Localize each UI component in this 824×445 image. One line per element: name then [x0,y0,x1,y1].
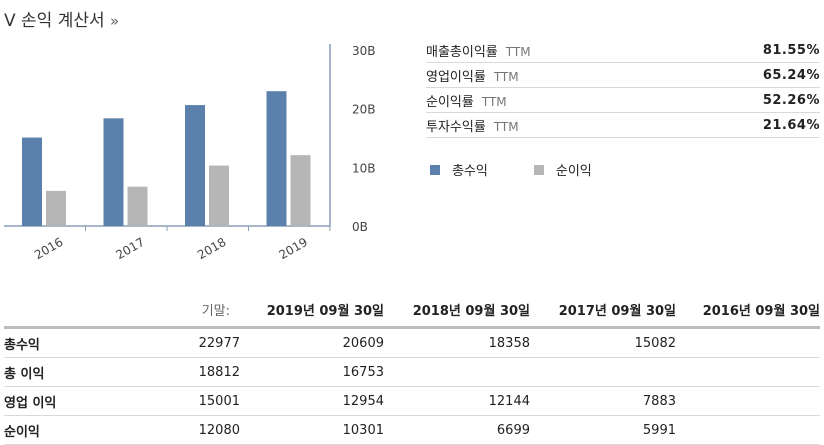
x-tick-label: 2018 [195,235,228,262]
ratio-value: 81.55% [762,42,820,58]
income-table: 기말: 2019년 09월 30일 2018년 09월 30일 2017년 09… [4,298,820,445]
column-header: 2018년 09월 30일 [384,298,530,329]
y-tick-label: 20B [352,103,376,117]
y-tick-label: 10B [352,161,376,175]
bar-revenue [103,118,124,226]
ratio-value: 65.24% [762,67,820,83]
table-cell-empty [676,357,820,387]
table-cell: 18358 [384,327,530,358]
table-cell: 6699 [384,415,530,445]
table-cell: 10301 [240,415,384,445]
column-header: 2019년 09월 30일 [240,298,384,329]
table-row: 총수익 22977 20609 18358 15082 [4,327,820,358]
bar-revenue [185,105,205,226]
x-tick-label: 2016 [32,235,65,262]
column-header: 2016년 09월 30일 [676,298,820,329]
table-cell: 22977 [100,327,240,358]
table-cell-empty [676,386,820,416]
ratio-ttm: TTM [505,44,531,59]
row-label: 순이익 [4,415,100,445]
ratio-row-roi: 투자수익률 TTM 21.64% [426,113,820,138]
table-cell: 12144 [384,386,530,416]
row-label: 총수익 [4,327,100,358]
row-label: 총 이익 [4,357,100,387]
x-tick-label: 2017 [114,235,147,262]
legend-item-net-income: 순이익 [533,160,592,179]
table-row: 영업 이익 15001 12954 12144 7883 [4,386,820,416]
table-cell: 12080 [100,415,240,445]
table-cell: 15001 [100,386,240,416]
ratio-ttm: TTM [493,119,519,134]
legend-swatch-net-income [533,164,544,175]
ratio-row-net-margin: 순이익률 TTM 52.26% [426,88,820,113]
table-cell: 20609 [240,327,384,358]
table-header-row: 기말: 2019년 09월 30일 2018년 09월 30일 2017년 09… [4,298,820,329]
y-tick-label: 0B [352,220,368,234]
ratio-row-gross-margin: 매출총이익률 TTM 81.55% [426,38,820,63]
bar-net-income [46,190,66,226]
row-label: 영업 이익 [4,386,100,416]
table-cell: 16753 [240,357,384,387]
ratio-label: 영업이익률 [426,69,486,85]
table-cell [530,357,676,387]
table-cell [384,357,530,387]
table-cell-empty [676,327,820,358]
period-label: 기말: [100,298,240,329]
bar-revenue [266,91,287,226]
table-cell: 5991 [530,415,676,445]
page-title-text: V 손익 계산서 [4,11,105,31]
bar-net-income [209,165,229,226]
table-row: 순이익 12080 10301 6699 5991 [4,415,820,445]
chevron-right-icon: » [110,12,120,30]
table-cell-empty [676,415,820,445]
table-cell: 15082 [530,327,676,358]
ratio-label: 투자수익률 [426,119,486,135]
ratio-value: 21.64% [762,117,820,133]
legend-label: 총수익 [452,164,488,179]
bar-net-income [290,155,311,226]
column-header: 2017년 09월 30일 [530,298,676,329]
income-chart: 0B 10B 20B 30B 2016 2017 2018 2019 [4,44,376,262]
ratio-label: 순이익률 [426,94,474,110]
table-row: 총 이익 18812 16753 [4,357,820,387]
bar-net-income [127,186,148,226]
page-title[interactable]: V 손익 계산서 » [4,6,119,31]
table-cell: 12954 [240,386,384,416]
legend-label: 순이익 [555,164,592,179]
ratio-ttm: TTM [493,69,519,84]
legend-swatch-revenue [430,164,440,175]
ratio-row-operating-margin: 영업이익률 TTM 65.24% [426,63,820,88]
table-cell: 18812 [100,357,240,387]
legend-item-revenue: 총수익 [430,160,488,179]
bar-revenue [22,137,42,226]
ratio-list: 매출총이익률 TTM 81.55% 영업이익률 TTM 65.24% 순이익률 TTM… [426,38,820,138]
ratio-value: 52.26% [762,92,820,108]
table-header-blank [4,298,100,329]
ratio-ttm: TTM [481,94,507,109]
ratio-label: 매출총이익률 [426,44,498,60]
y-tick-label: 30B [352,44,376,58]
chart-legend: 총수익 순이익 [430,160,638,179]
x-tick-label: 2019 [277,235,310,262]
table-cell: 7883 [530,386,676,416]
